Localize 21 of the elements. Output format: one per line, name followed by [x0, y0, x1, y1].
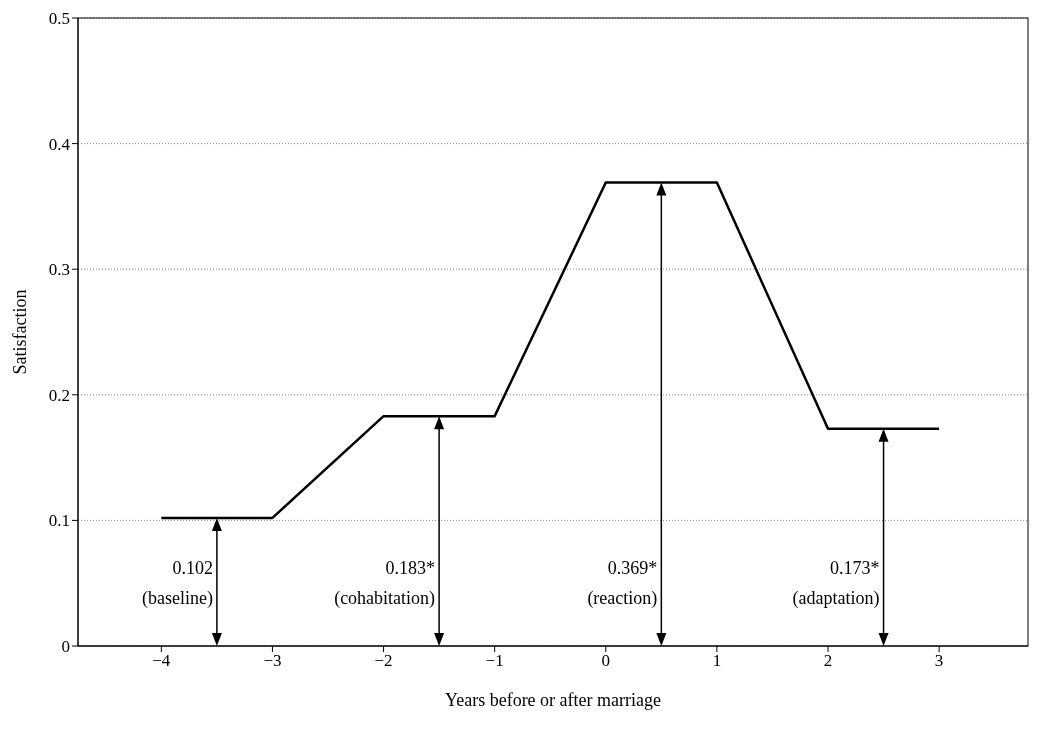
- annotation: 0.173* (adaptation): [792, 558, 880, 609]
- y-tick-label: 0.5: [48, 9, 70, 29]
- x-axis-title: Years before or after marriage: [444, 690, 662, 710]
- y-tick-label: 0.1: [48, 511, 70, 531]
- annotation: 0.102 (baseline): [141, 558, 213, 609]
- x-tick-label: 0: [601, 651, 611, 671]
- y-tick-label: 0: [61, 637, 70, 657]
- line-series: [160, 181, 941, 520]
- x-tick-label: −4: [152, 651, 171, 671]
- y-axis-title: Satisfaction: [10, 289, 31, 375]
- x-tick-label: 2: [823, 651, 833, 671]
- x-tick-label: 1: [712, 651, 722, 671]
- x-tick-label: 3: [934, 651, 944, 671]
- annotation: 0.183* (cohabitation): [334, 558, 436, 609]
- x-tick-label: −1: [485, 651, 504, 671]
- x-tick-label: −3: [263, 651, 282, 671]
- y-tick-label: 0.4: [48, 134, 71, 154]
- y-tick-label: 0.2: [48, 385, 70, 405]
- annotation: 0.369* (reaction): [587, 558, 658, 609]
- y-tick-label: 0.3: [48, 260, 70, 280]
- x-tick-label: −2: [374, 651, 393, 671]
